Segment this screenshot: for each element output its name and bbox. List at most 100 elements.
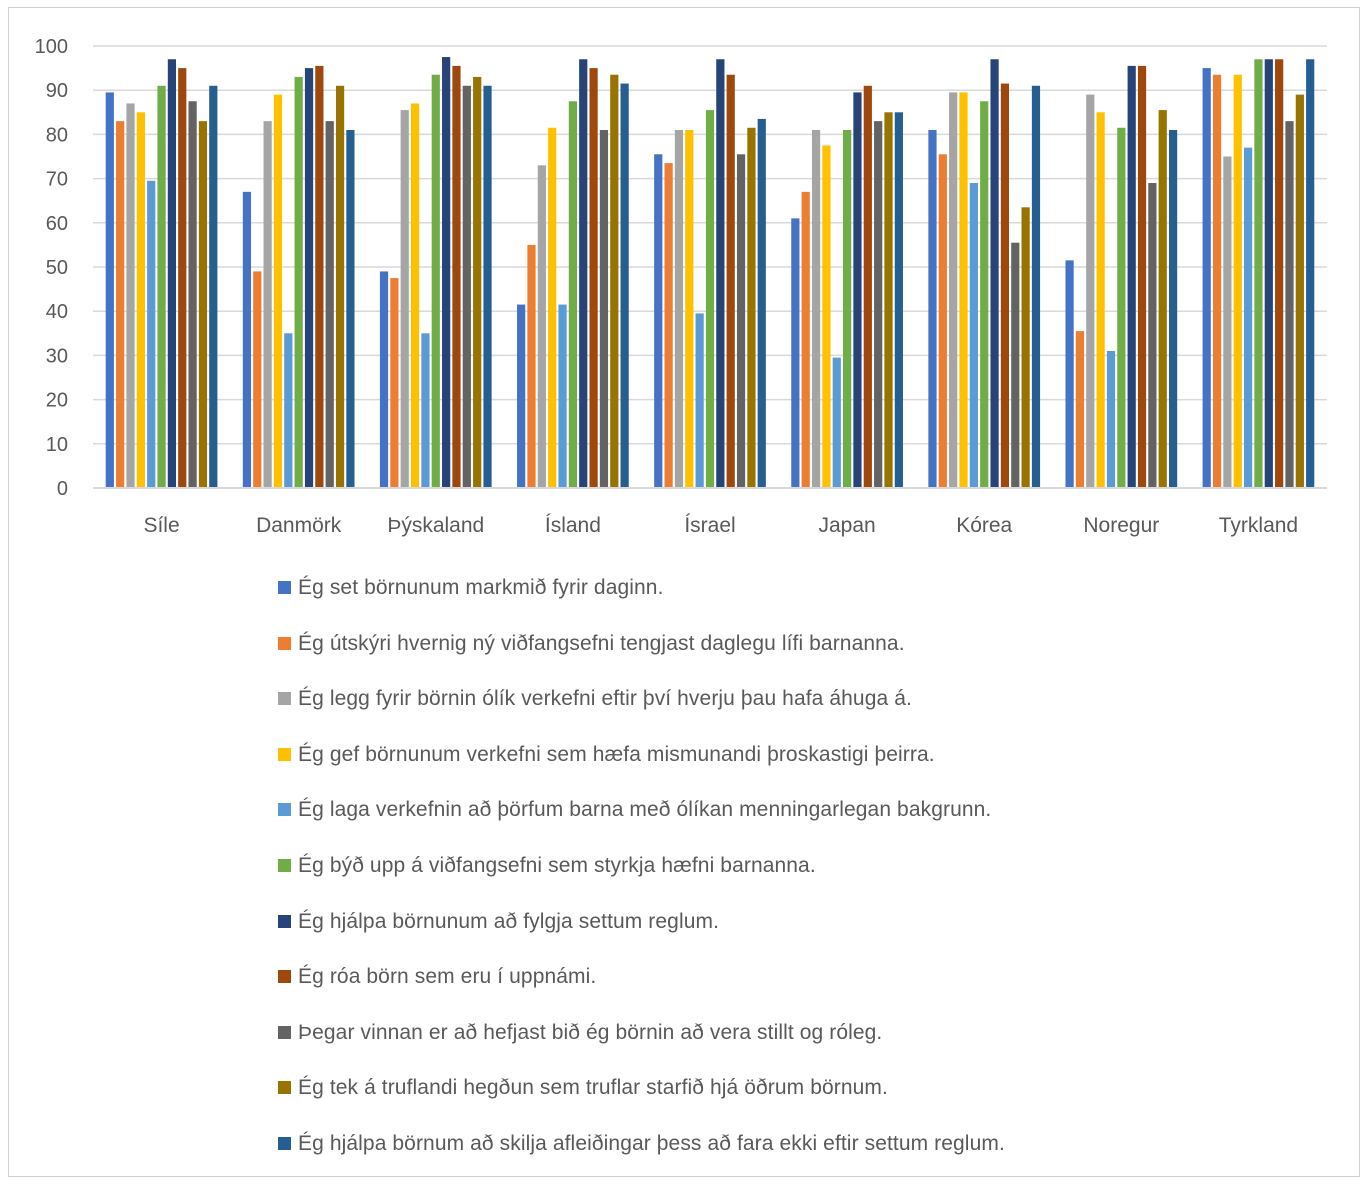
bar-5-6 xyxy=(832,357,841,488)
legend-swatch xyxy=(278,747,291,761)
legend-label: Ég gef börnunum verkefni sem hæfa mismun… xyxy=(298,742,935,766)
bar-7-6 xyxy=(853,92,862,488)
bar-5-8 xyxy=(1106,350,1116,488)
bar-6-5 xyxy=(705,110,715,488)
bar-8-7 xyxy=(1000,83,1010,488)
bar-2-8 xyxy=(1075,331,1085,488)
bar-8-3 xyxy=(452,65,461,488)
bar-1-2 xyxy=(242,191,252,489)
y-tick-label: 10 xyxy=(46,434,68,456)
y-tick-label: 50 xyxy=(46,257,68,279)
bar-9-5 xyxy=(736,154,746,489)
bar-7-3 xyxy=(442,57,451,489)
bar-5-1 xyxy=(147,180,156,488)
y-tick-label: 60 xyxy=(46,213,68,235)
y-tick-label: 20 xyxy=(46,390,68,412)
bar-1-1 xyxy=(105,92,114,488)
y-tick-label: 0 xyxy=(57,478,68,500)
bar-5-3 xyxy=(421,333,430,488)
bar-11-8 xyxy=(1168,129,1178,489)
x-tick-label: Japan xyxy=(819,514,876,537)
x-tick-label: Tyrkland xyxy=(1219,514,1298,537)
bar-4-1 xyxy=(136,112,145,489)
bar-9-6 xyxy=(874,121,883,488)
legend-swatch xyxy=(278,803,291,817)
bar-2-3 xyxy=(390,278,399,488)
legend-label: Ég hjálpa börnum að skilja afleiðingar þ… xyxy=(298,1132,1005,1155)
legend-swatch xyxy=(278,1081,291,1095)
bar-6-4 xyxy=(568,101,577,488)
legend-swatch xyxy=(278,1025,291,1039)
x-tick-label: Síle xyxy=(143,514,179,537)
bar-8-8 xyxy=(1137,65,1147,488)
bar-10-1 xyxy=(198,121,208,488)
bar-7-4 xyxy=(579,59,588,488)
bar-7-8 xyxy=(1127,65,1136,488)
bar-3-3 xyxy=(400,110,409,488)
legend-swatch xyxy=(278,1137,291,1150)
legend-label: Ég laga verkefnin að þörfum barna með ól… xyxy=(298,798,992,822)
bar-2-7 xyxy=(938,154,947,489)
bar-10-2 xyxy=(335,85,345,488)
legend-swatch xyxy=(278,692,291,706)
legend-label: Þegar vinnan er að hefjast bið ég börnin… xyxy=(298,1020,883,1044)
y-tick-label: 100 xyxy=(35,36,68,58)
bar-1-8 xyxy=(1065,260,1074,488)
bar-8-9 xyxy=(1275,59,1284,488)
bar-11-1 xyxy=(209,85,218,488)
bar-5-4 xyxy=(558,304,567,488)
bar-8-6 xyxy=(863,85,872,488)
bar-7-9 xyxy=(1264,59,1273,488)
bar-6-3 xyxy=(431,74,440,488)
bar-6-9 xyxy=(1254,59,1263,488)
bar-10-7 xyxy=(1021,207,1030,488)
bar-5-5 xyxy=(695,313,704,488)
x-tick-label: Þýskaland xyxy=(387,514,484,537)
bar-6-8 xyxy=(1117,127,1126,489)
bar-4-6 xyxy=(822,145,831,488)
bar-11-7 xyxy=(1031,85,1041,488)
bar-6-6 xyxy=(843,129,852,489)
bar-9-9 xyxy=(1285,121,1294,488)
x-tick-label: Ísrael xyxy=(684,514,735,537)
y-tick-label: 40 xyxy=(46,301,68,323)
bar-6-2 xyxy=(294,76,303,488)
y-tick-label: 90 xyxy=(46,80,68,102)
legend-label: Ég róa börn sem eru í uppnámi. xyxy=(298,965,597,989)
bar-3-9 xyxy=(1223,156,1232,488)
bar-2-2 xyxy=(253,271,262,488)
bar-1-9 xyxy=(1202,68,1211,488)
legend-swatch xyxy=(278,970,291,984)
bar-5-2 xyxy=(284,333,293,488)
bar-9-4 xyxy=(599,129,609,489)
legend-label: Ég hjálpa börnunum að fylgja settum regl… xyxy=(298,909,720,933)
bar-8-4 xyxy=(589,68,598,488)
bar-2-6 xyxy=(801,191,810,489)
legend-label: Ég set börnunum markmið fyrir daginn. xyxy=(298,576,664,599)
bar-3-8 xyxy=(1086,94,1095,489)
bar-9-1 xyxy=(188,101,197,488)
legend-swatch xyxy=(278,914,291,928)
bar-7-2 xyxy=(304,68,314,488)
y-tick-label: 30 xyxy=(46,345,68,367)
legend-label: Ég útskýri hvernig ný viðfangsefni tengj… xyxy=(298,631,905,655)
bar-7-5 xyxy=(716,59,725,488)
bar-4-3 xyxy=(410,103,420,489)
bar-11-4 xyxy=(620,83,629,488)
legend-label: Ég tek á truflandi hegðun sem truflar st… xyxy=(298,1076,888,1100)
bar-5-9 xyxy=(1243,147,1253,488)
y-tick-label: 70 xyxy=(46,169,68,191)
bar-8-1 xyxy=(178,68,187,488)
bar-7-1 xyxy=(167,59,177,488)
bar-4-8 xyxy=(1096,112,1105,489)
legend-label: Ég býð upp á viðfangsefni sem styrkja hæ… xyxy=(298,854,816,877)
bar-4-2 xyxy=(273,94,283,489)
x-tick-label: Ísland xyxy=(545,514,601,537)
bar-11-5 xyxy=(757,118,766,489)
bar-9-2 xyxy=(325,121,334,488)
bar-3-1 xyxy=(126,103,135,489)
x-tick-label: Danmörk xyxy=(256,514,342,537)
bar-5-7 xyxy=(969,183,978,488)
legend-label: Ég legg fyrir börnin ólík verkefni eftir… xyxy=(298,687,912,711)
